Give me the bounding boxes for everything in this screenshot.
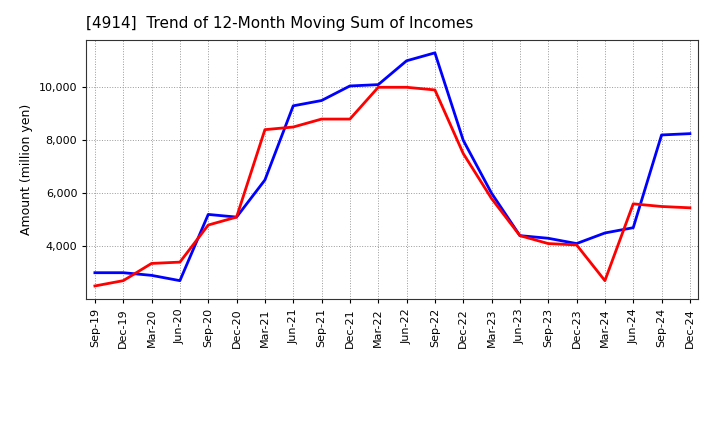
Text: [4914]  Trend of 12-Month Moving Sum of Incomes: [4914] Trend of 12-Month Moving Sum of I… (86, 16, 474, 32)
Ordinary Income (374, 82, 382, 87)
Net Income (402, 84, 411, 90)
Ordinary Income (487, 191, 496, 196)
Net Income (685, 205, 694, 210)
Net Income (572, 242, 581, 248)
Net Income (431, 87, 439, 92)
Ordinary Income (572, 241, 581, 246)
Net Income (346, 117, 354, 122)
Ordinary Income (516, 233, 524, 238)
Ordinary Income (176, 278, 184, 283)
Net Income (91, 283, 99, 289)
Net Income (629, 201, 637, 206)
Net Income (318, 117, 326, 122)
Ordinary Income (685, 131, 694, 136)
Ordinary Income (629, 225, 637, 230)
Net Income (544, 241, 552, 246)
Ordinary Income (119, 270, 127, 275)
Net Income (657, 204, 666, 209)
Net Income (233, 214, 241, 220)
Ordinary Income (261, 177, 269, 183)
Ordinary Income (204, 212, 212, 217)
Line: Ordinary Income: Ordinary Income (95, 53, 690, 281)
Ordinary Income (657, 132, 666, 138)
Ordinary Income (402, 58, 411, 63)
Ordinary Income (600, 230, 609, 235)
Ordinary Income (148, 273, 156, 278)
Net Income (289, 125, 297, 130)
Ordinary Income (544, 236, 552, 241)
Net Income (148, 261, 156, 266)
Net Income (119, 278, 127, 283)
Net Income (516, 233, 524, 238)
Net Income (204, 222, 212, 227)
Net Income (459, 151, 467, 156)
Ordinary Income (459, 138, 467, 143)
Ordinary Income (346, 83, 354, 88)
Net Income (261, 127, 269, 132)
Ordinary Income (233, 214, 241, 220)
Net Income (600, 278, 609, 283)
Net Income (374, 84, 382, 90)
Ordinary Income (318, 98, 326, 103)
Ordinary Income (91, 270, 99, 275)
Line: Net Income: Net Income (95, 87, 690, 286)
Y-axis label: Amount (million yen): Amount (million yen) (20, 104, 33, 235)
Ordinary Income (289, 103, 297, 109)
Net Income (176, 260, 184, 265)
Ordinary Income (431, 50, 439, 55)
Net Income (487, 196, 496, 201)
